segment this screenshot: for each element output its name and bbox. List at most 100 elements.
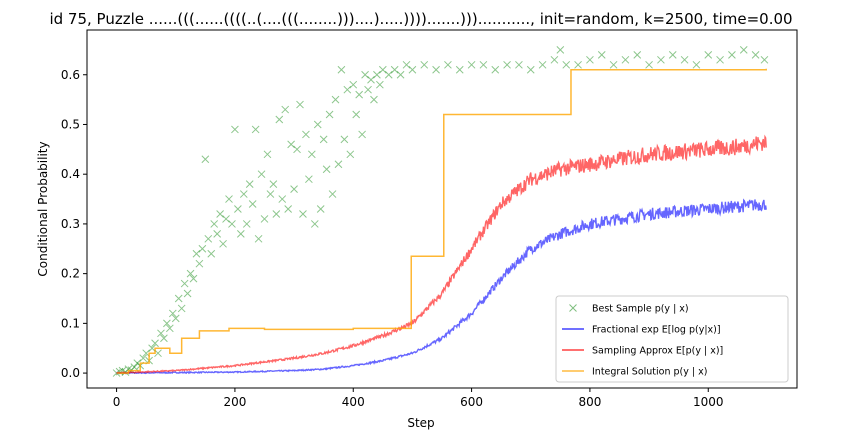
series-1-point <box>515 60 523 69</box>
y-tick-label: 0.4 <box>61 167 80 181</box>
legend-label: Sampling Approx E[p(y | x)] <box>592 346 723 357</box>
series-2-line <box>115 198 767 375</box>
series-1-point <box>310 220 319 228</box>
series-1-point <box>313 120 322 129</box>
series-1-point <box>139 354 148 363</box>
series-1-point <box>287 140 295 149</box>
series-1-markers <box>112 46 769 377</box>
series-1-point <box>284 205 293 213</box>
series-1-point <box>222 215 230 223</box>
series-1-point <box>251 125 260 134</box>
series-1-point <box>219 239 227 248</box>
x-tick-label: 800 <box>578 395 601 409</box>
series-1-point <box>322 165 331 174</box>
series-1-point <box>269 180 278 188</box>
series-1-point <box>668 51 677 59</box>
series-1-point <box>248 200 257 208</box>
plot-frame <box>86 29 798 389</box>
x-tick-label: 600 <box>460 395 483 409</box>
series-1-point <box>444 60 452 69</box>
series-1-point <box>234 205 242 213</box>
series-1-point <box>680 55 689 64</box>
series-1-point <box>198 244 207 253</box>
series-1-point <box>207 249 216 258</box>
series-1-point <box>692 60 701 69</box>
y-tick-label: 0.2 <box>61 267 80 281</box>
series-1-point <box>328 190 337 198</box>
series-1-point <box>260 215 269 223</box>
series-1-point <box>378 65 387 74</box>
series-1-point <box>728 51 736 59</box>
series-1-point <box>562 60 571 69</box>
legend-label: Fractional exp E[log p(y|x)] <box>592 325 721 336</box>
series-1-point <box>334 160 343 169</box>
series-1-point <box>657 55 665 64</box>
series-1-point <box>376 80 384 89</box>
legend-marker <box>569 304 577 312</box>
series-1-point <box>151 339 159 348</box>
series-1-point <box>130 363 139 371</box>
series-1-point <box>343 85 352 94</box>
series-1-point <box>201 155 210 164</box>
series-1-point <box>491 65 500 74</box>
series-1-point <box>257 170 266 179</box>
series-1-point <box>586 55 594 64</box>
y-axis-label: Conditional Probability <box>36 141 50 276</box>
series-1-point <box>352 110 361 119</box>
series-1-point <box>296 100 304 109</box>
series-1-point <box>210 220 219 228</box>
series-1-point <box>157 329 165 338</box>
series-1-point <box>171 314 180 323</box>
series-1-point <box>760 55 769 64</box>
x-axis-label: Step <box>407 416 434 430</box>
series-1-point <box>609 60 618 69</box>
legend-entry: Integral Solution p(y | x) <box>562 367 707 378</box>
axes: 0 200 400 600 800 1000 0.0 0.1 0.2 0.3 0.4 0.5 0.6 <box>61 68 724 409</box>
legend-entry: Best Sample p(y | x) <box>569 304 689 315</box>
legend-box <box>555 295 789 383</box>
series-1-point <box>299 210 307 218</box>
series-1-point <box>236 230 245 238</box>
series-1-point <box>373 70 381 79</box>
series-1-point <box>367 75 375 84</box>
series-1-point <box>316 205 325 213</box>
series-1-point <box>239 190 248 198</box>
series-1-point <box>396 70 405 79</box>
y-tick-label: 0.0 <box>61 366 80 380</box>
series-1-point <box>556 46 565 54</box>
chart-title: id 75, Puzzle ......(((......((((..(....… <box>49 10 792 28</box>
series-1-point <box>174 294 183 303</box>
series-1-point <box>319 135 328 144</box>
series-3-line <box>116 134 767 375</box>
series-1-point <box>165 324 174 333</box>
series-1-point <box>180 279 189 288</box>
series-1-point <box>263 150 272 159</box>
legend-entry: Sampling Approx E[p(y | x)] <box>562 346 723 357</box>
series-1-point <box>168 309 177 318</box>
series-1-point <box>574 60 582 69</box>
series-1-point <box>358 130 366 139</box>
series-1-point <box>302 130 310 139</box>
series-1-point <box>597 51 606 59</box>
y-tick-label: 0.1 <box>61 316 80 330</box>
x-tick-label: 400 <box>342 395 365 409</box>
series-1-point <box>124 365 133 373</box>
series-1-point <box>177 304 186 313</box>
series-1-point <box>384 70 393 79</box>
series-1-point <box>361 70 369 79</box>
series-4-line <box>116 68 767 374</box>
series-1-point <box>455 65 464 74</box>
series-1-point <box>228 220 236 228</box>
plot-area <box>112 46 769 377</box>
series-1-point <box>751 51 760 59</box>
series-1-point <box>216 210 224 218</box>
y-tick-label: 0.5 <box>61 117 80 131</box>
series-1-point <box>432 65 440 74</box>
series-1-point <box>621 55 630 64</box>
series-1-point <box>275 115 284 124</box>
series-1-point <box>340 135 349 144</box>
series-1-point <box>503 60 511 69</box>
series-1-point <box>550 55 559 64</box>
series-1-point <box>526 65 535 74</box>
